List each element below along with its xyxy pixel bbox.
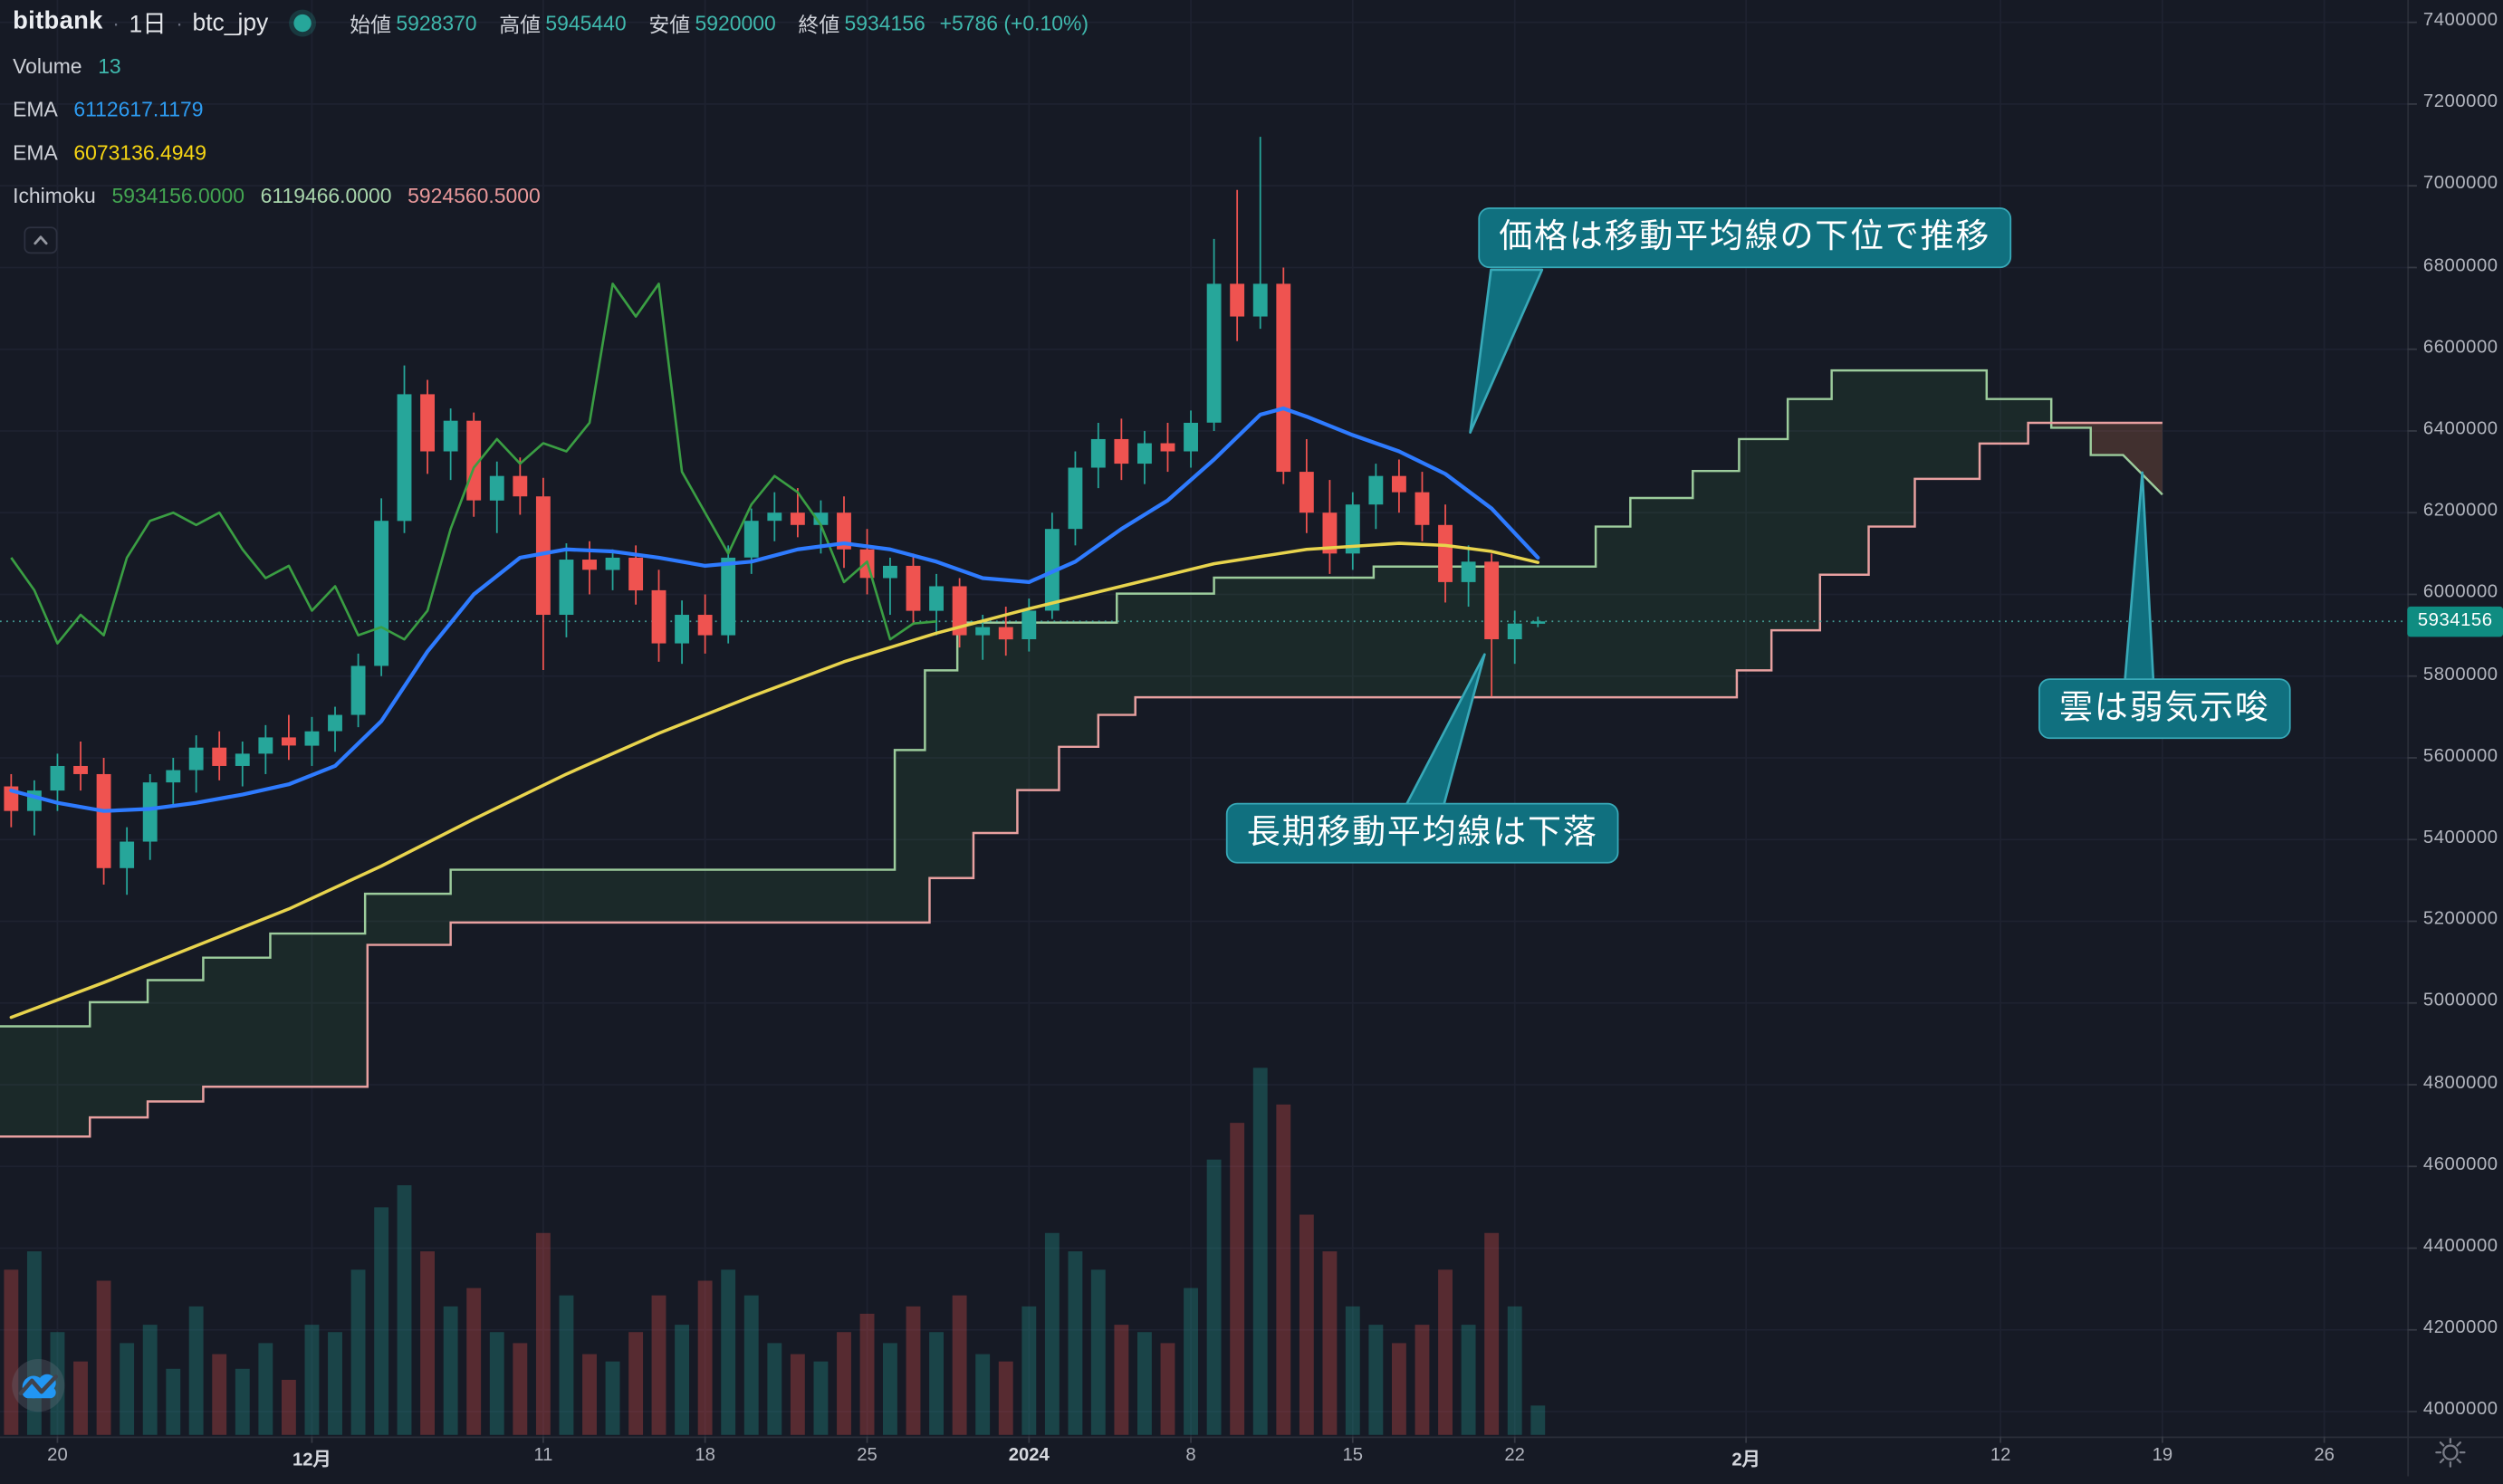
- price-tick-label: 6200000: [2422, 501, 2498, 522]
- price-tick-label: 4600000: [2422, 1154, 2498, 1175]
- chevron-up-icon: [34, 235, 48, 245]
- ichimoku-lead1-value: 6119466.0000: [260, 182, 392, 207]
- time-tick-label[interactable]: 22: [1504, 1446, 1525, 1466]
- price-tick-label: 5600000: [2422, 746, 2498, 766]
- open-value: 5928370: [396, 10, 477, 34]
- price-tick-label: 6000000: [2422, 583, 2498, 603]
- callout-tails-layer: [1403, 268, 2155, 809]
- overlay-lines-layer: [9, 282, 1540, 1020]
- price-tick-label: 6600000: [2422, 338, 2498, 358]
- time-tick-label[interactable]: 26: [2314, 1446, 2335, 1466]
- collapse-legend-button[interactable]: [24, 226, 58, 254]
- price-tick-label: 5800000: [2422, 665, 2498, 685]
- ema-slow-value: 6073136.4949: [73, 139, 206, 164]
- price-tick-label: 4000000: [2422, 1400, 2498, 1420]
- low-value: 5920000: [695, 10, 776, 34]
- ema-fast-label: EMA: [13, 96, 58, 121]
- ichimoku-lead2-value: 5924560.5000: [408, 182, 541, 207]
- volume-label: Volume: [13, 53, 82, 78]
- ichimoku-cloud-layer: [0, 369, 2163, 1138]
- candlestick-series: [4, 137, 1546, 895]
- close-value: 5934156: [844, 10, 925, 34]
- ema-slow-label: EMA: [13, 139, 58, 164]
- time-tick-label[interactable]: 20: [47, 1446, 68, 1466]
- legend: bitbank · 1日 · btc_jpy 始値 5928370 高値 594…: [13, 6, 1088, 222]
- cloud-callout[interactable]: 雲は弱気示唆: [2038, 678, 2291, 740]
- price-tick-label: 5400000: [2422, 828, 2498, 848]
- close-label: 終値: [798, 12, 840, 36]
- high-label: 高値: [499, 12, 542, 36]
- price-tick-label: 6400000: [2422, 419, 2498, 439]
- time-tick-label[interactable]: 11: [533, 1446, 553, 1466]
- time-tick-label[interactable]: 25: [857, 1446, 877, 1466]
- status-dot[interactable]: [293, 13, 312, 32]
- time-tick-label[interactable]: 12月: [292, 1450, 331, 1470]
- price-tick-label: 7200000: [2422, 92, 2498, 112]
- price-tick-label: 6800000: [2422, 256, 2498, 276]
- price-tick-label: 7000000: [2422, 174, 2498, 194]
- lagging-span-line: [10, 282, 937, 645]
- price-tick-label: 4400000: [2422, 1237, 2498, 1257]
- time-tick-label[interactable]: 15: [1342, 1446, 1364, 1466]
- ichimoku-row[interactable]: Ichimoku 5934156.0000 6119466.0000 59245…: [13, 178, 1088, 210]
- time-tick-label[interactable]: 12: [1990, 1446, 2011, 1466]
- ichimoku-lagging-value: 5934156.0000: [111, 182, 245, 207]
- price-tick-label: 7400000: [2422, 11, 2498, 31]
- ichimoku-label: Ichimoku: [13, 182, 96, 207]
- open-label: 始値: [350, 12, 392, 36]
- price-tick-label: 4200000: [2422, 1318, 2498, 1338]
- sun-icon[interactable]: [2407, 1437, 2503, 1476]
- price-callout[interactable]: 価格は移動平均線の下位で推移: [1478, 207, 2012, 269]
- time-tick-label[interactable]: 19: [2152, 1446, 2173, 1466]
- ema-fast-row[interactable]: EMA 6112617.1179: [13, 92, 1088, 124]
- interval-label[interactable]: 1日: [129, 10, 167, 38]
- pair-name[interactable]: btc_jpy: [192, 8, 269, 36]
- cloud-chart-icon: [18, 1374, 58, 1399]
- volume-value: 13: [98, 53, 121, 78]
- volume-row[interactable]: Volume 13: [13, 50, 1088, 81]
- symbol-name[interactable]: bitbank: [13, 7, 103, 35]
- separator-dot: ·: [112, 10, 120, 34]
- ema-fast-line: [9, 406, 1540, 813]
- time-tick-label[interactable]: 2024: [1008, 1446, 1050, 1466]
- price-tick-label: 4800000: [2422, 1073, 2498, 1093]
- price-tick-label: 5200000: [2422, 910, 2498, 930]
- ema-fast-value: 6112617.1179: [73, 96, 204, 121]
- volume-layer: [4, 1068, 1546, 1435]
- time-tick-label[interactable]: 18: [695, 1446, 715, 1466]
- time-axis[interactable]: 20 12月 11 18 25 2024 8 15 22 2月 12 19 26: [0, 1438, 2407, 1476]
- time-tick-label[interactable]: 2月: [1731, 1450, 1760, 1470]
- separator-dot: ·: [176, 10, 183, 34]
- ema-slow-line: [9, 541, 1540, 1020]
- change-value: +5786 (+0.10%): [939, 10, 1089, 34]
- price-tick-label: 5000000: [2422, 991, 2498, 1011]
- last-price-label: 5934156: [2407, 606, 2503, 637]
- ema-slow-row[interactable]: EMA 6073136.4949: [13, 136, 1088, 168]
- low-label: 安値: [648, 12, 691, 36]
- tradingview-logo[interactable]: [11, 1358, 65, 1412]
- symbol-row[interactable]: bitbank · 1日 · btc_jpy 始値 5928370 高値 594…: [13, 6, 1088, 38]
- high-value: 5945440: [545, 10, 627, 34]
- time-tick-label[interactable]: 8: [1185, 1446, 1196, 1466]
- axis-corner: [2407, 1437, 2503, 1476]
- ma-callout[interactable]: 長期移動平均線は下落: [1225, 802, 1619, 864]
- price-axis[interactable]: 5934156 7400000 7200000 7000000 6800000 6600…: [2407, 0, 2503, 1438]
